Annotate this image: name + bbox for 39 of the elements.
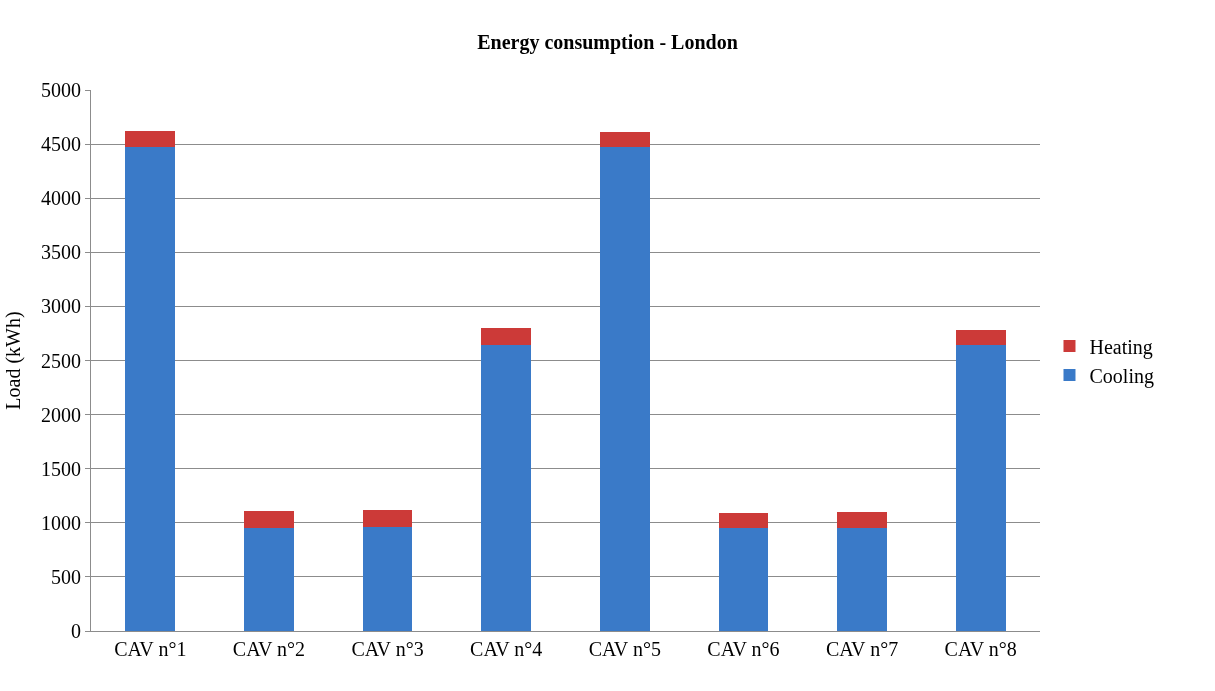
y-tick-label: 0 [71, 620, 81, 642]
bar [718, 513, 769, 529]
x-tick-label: CAV n°4 [470, 638, 543, 660]
bar [599, 147, 650, 631]
x-tick-label: CAV n°3 [351, 638, 424, 660]
bar [837, 511, 887, 529]
bar [362, 527, 413, 631]
bar [955, 345, 1006, 631]
x-tick-label: CAV n°7 [825, 638, 899, 660]
legend-label: Cooling [1089, 364, 1154, 388]
y-tick-label: 500 [51, 565, 81, 588]
bar [955, 330, 1006, 346]
y-axis-title: Load (kWh) [1, 311, 25, 410]
bar [481, 345, 532, 631]
y-tick-label: 5000 [41, 79, 81, 101]
x-tick-label: CAV n°6 [707, 638, 780, 660]
chart-title: Energy consumption - London [477, 30, 738, 54]
y-tick-label: 1000 [41, 511, 81, 534]
x-tick-label: CAV n°1 [114, 638, 187, 660]
bar [125, 147, 176, 631]
y-tick-label: 1500 [41, 457, 81, 480]
y-tick-label: 4000 [41, 187, 81, 210]
y-tick-label: 2500 [41, 349, 81, 372]
x-tick-label: CAV n°2 [232, 638, 306, 660]
bar [599, 132, 650, 148]
bar [718, 528, 769, 631]
y-tick-label: 3500 [41, 241, 81, 264]
x-tick-label: CAV n°8 [944, 638, 1017, 660]
x-tick-label: CAV n°5 [588, 638, 661, 660]
bar [125, 130, 176, 148]
y-tick-label: 3000 [41, 295, 81, 318]
bar [481, 328, 532, 346]
bar [244, 510, 294, 529]
bar [244, 528, 294, 631]
bar [837, 528, 887, 631]
y-tick-label: 2000 [41, 403, 81, 426]
legend-label: Heating [1089, 335, 1153, 359]
y-tick-label: 4500 [41, 133, 81, 156]
bar [362, 509, 413, 528]
